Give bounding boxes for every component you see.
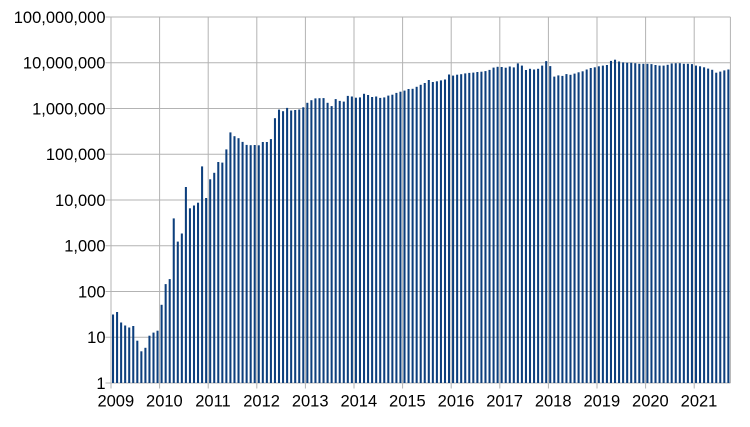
svg-text:2018: 2018 [535,392,572,410]
svg-text:1,000,000: 1,000,000 [32,100,105,118]
svg-text:2010: 2010 [146,392,183,410]
svg-text:2009: 2009 [97,392,134,410]
svg-text:100,000,000: 100,000,000 [14,9,106,27]
svg-text:2020: 2020 [632,392,669,410]
svg-text:2017: 2017 [486,392,523,410]
svg-text:10: 10 [87,329,105,347]
svg-text:100: 100 [78,283,106,301]
svg-text:2016: 2016 [438,392,475,410]
svg-text:2014: 2014 [340,392,377,410]
svg-text:2011: 2011 [195,392,230,410]
svg-text:1,000: 1,000 [64,238,105,256]
svg-text:2013: 2013 [292,392,329,410]
svg-text:10,000,000: 10,000,000 [23,55,106,73]
svg-text:100,000: 100,000 [46,146,106,164]
svg-text:2015: 2015 [389,392,426,410]
svg-text:2021: 2021 [681,392,718,410]
svg-text:1: 1 [96,375,105,393]
svg-text:10,000: 10,000 [55,192,105,210]
svg-text:2012: 2012 [243,392,280,410]
svg-text:2019: 2019 [583,392,620,410]
